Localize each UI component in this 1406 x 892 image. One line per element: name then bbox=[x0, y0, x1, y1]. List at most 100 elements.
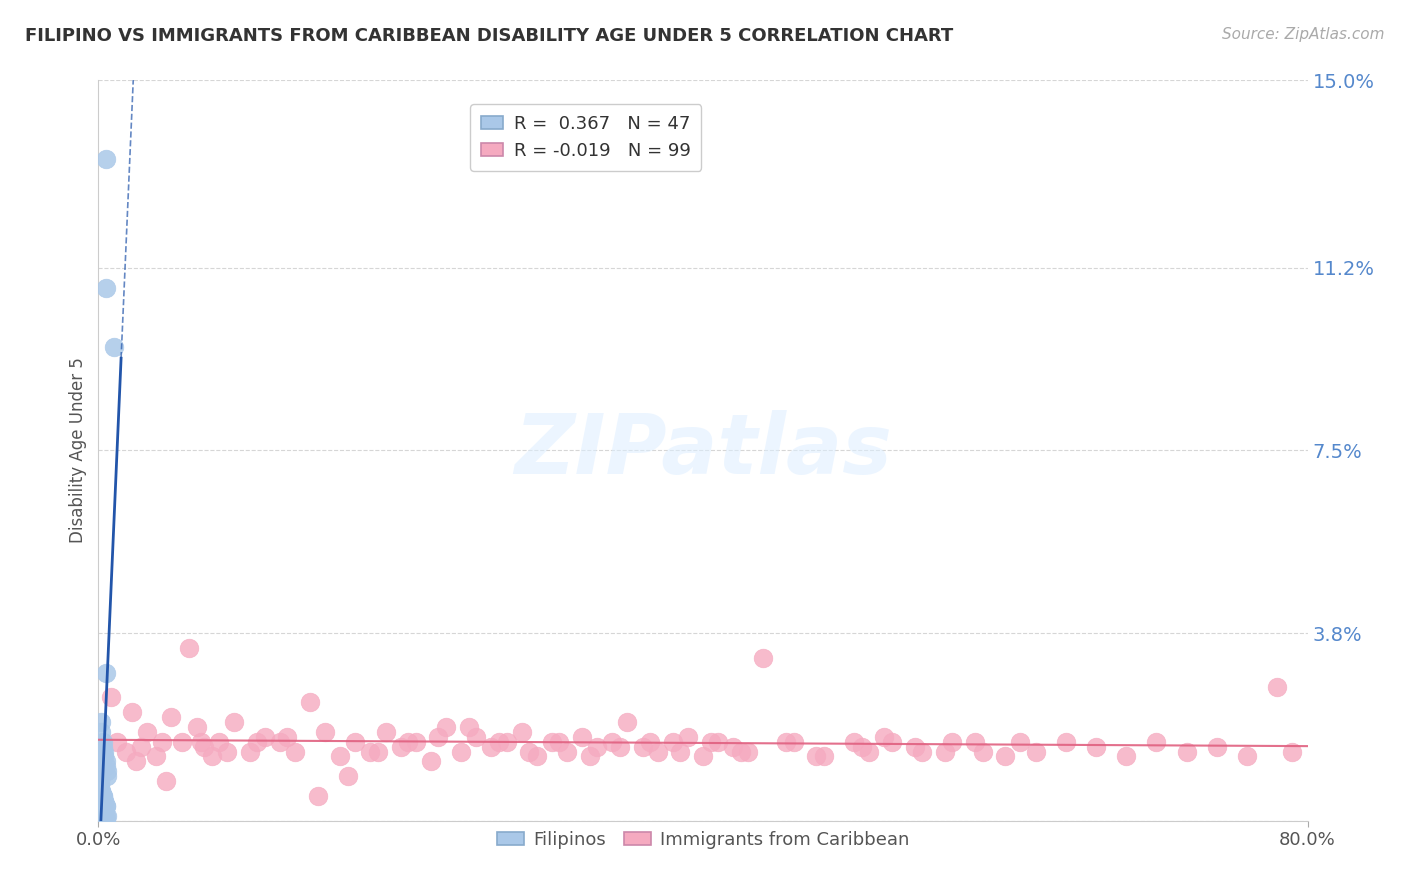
Point bbox=[114, 745, 136, 759]
Point bbox=[299, 695, 322, 709]
Point bbox=[571, 730, 593, 744]
Point bbox=[873, 730, 896, 744]
Point bbox=[389, 739, 412, 754]
Point bbox=[616, 714, 638, 729]
Point bbox=[155, 774, 177, 789]
Point bbox=[93, 745, 115, 759]
Point bbox=[89, 814, 111, 828]
Point bbox=[540, 734, 562, 748]
Point bbox=[555, 745, 578, 759]
Point bbox=[150, 734, 173, 748]
Point bbox=[96, 764, 118, 779]
Point bbox=[89, 779, 111, 793]
Point bbox=[91, 804, 114, 818]
Point bbox=[94, 808, 117, 822]
Point bbox=[661, 734, 683, 748]
Point bbox=[145, 749, 167, 764]
Point bbox=[783, 734, 806, 748]
Point bbox=[941, 734, 963, 748]
Point bbox=[284, 745, 307, 759]
Point bbox=[427, 730, 450, 744]
Point bbox=[1010, 734, 1032, 748]
Point bbox=[89, 774, 111, 789]
Point bbox=[90, 784, 112, 798]
Point bbox=[602, 734, 624, 748]
Point bbox=[129, 739, 152, 754]
Point bbox=[1236, 749, 1258, 764]
Point bbox=[965, 734, 987, 748]
Point bbox=[90, 814, 112, 828]
Point bbox=[450, 745, 472, 759]
Point bbox=[90, 804, 112, 818]
Point bbox=[495, 734, 517, 748]
Point bbox=[91, 808, 114, 822]
Point bbox=[91, 789, 114, 803]
Point bbox=[676, 730, 699, 744]
Point bbox=[105, 734, 128, 748]
Point bbox=[806, 749, 828, 764]
Point bbox=[93, 808, 115, 822]
Point bbox=[93, 814, 115, 828]
Point bbox=[93, 794, 115, 808]
Point bbox=[972, 745, 994, 759]
Point bbox=[91, 734, 114, 748]
Point bbox=[631, 739, 654, 754]
Point bbox=[121, 705, 143, 719]
Point bbox=[93, 804, 115, 818]
Point bbox=[91, 814, 114, 828]
Point bbox=[103, 340, 125, 354]
Point bbox=[94, 755, 117, 769]
Point bbox=[647, 745, 669, 759]
Point bbox=[224, 714, 246, 729]
Point bbox=[179, 640, 201, 655]
Point bbox=[89, 814, 111, 828]
Point bbox=[89, 808, 111, 822]
Point bbox=[1267, 681, 1289, 695]
Point bbox=[94, 665, 117, 680]
Text: Source: ZipAtlas.com: Source: ZipAtlas.com bbox=[1222, 27, 1385, 42]
Point bbox=[276, 730, 298, 744]
Point bbox=[90, 814, 112, 828]
Point bbox=[307, 789, 329, 803]
Point bbox=[96, 769, 118, 783]
Point bbox=[488, 734, 510, 748]
Point bbox=[100, 690, 122, 705]
Point bbox=[1024, 745, 1046, 759]
Point bbox=[94, 759, 117, 773]
Point bbox=[93, 814, 115, 828]
Point bbox=[94, 798, 117, 813]
Point bbox=[94, 798, 117, 813]
Point bbox=[904, 739, 927, 754]
Point bbox=[190, 734, 212, 748]
Point bbox=[201, 749, 224, 764]
Point bbox=[170, 734, 193, 748]
Point bbox=[239, 745, 262, 759]
Point bbox=[91, 814, 114, 828]
Point bbox=[396, 734, 419, 748]
Point bbox=[707, 734, 730, 748]
Point bbox=[89, 798, 111, 813]
Point bbox=[517, 745, 540, 759]
Point bbox=[457, 720, 479, 734]
Text: ZIPatlas: ZIPatlas bbox=[515, 410, 891, 491]
Point bbox=[208, 734, 231, 748]
Point bbox=[465, 730, 488, 744]
Point bbox=[1115, 749, 1137, 764]
Point bbox=[91, 804, 114, 818]
Point bbox=[94, 153, 117, 167]
Point bbox=[186, 720, 208, 734]
Point bbox=[858, 745, 880, 759]
Point bbox=[1054, 734, 1077, 748]
Point bbox=[911, 745, 934, 759]
Point bbox=[336, 769, 359, 783]
Point bbox=[344, 734, 367, 748]
Point bbox=[374, 724, 396, 739]
Point bbox=[813, 749, 835, 764]
Point bbox=[90, 808, 112, 822]
Point bbox=[314, 724, 336, 739]
Point bbox=[1281, 745, 1303, 759]
Point bbox=[420, 755, 443, 769]
Point bbox=[1144, 734, 1167, 748]
Point bbox=[481, 739, 503, 754]
Point bbox=[586, 739, 609, 754]
